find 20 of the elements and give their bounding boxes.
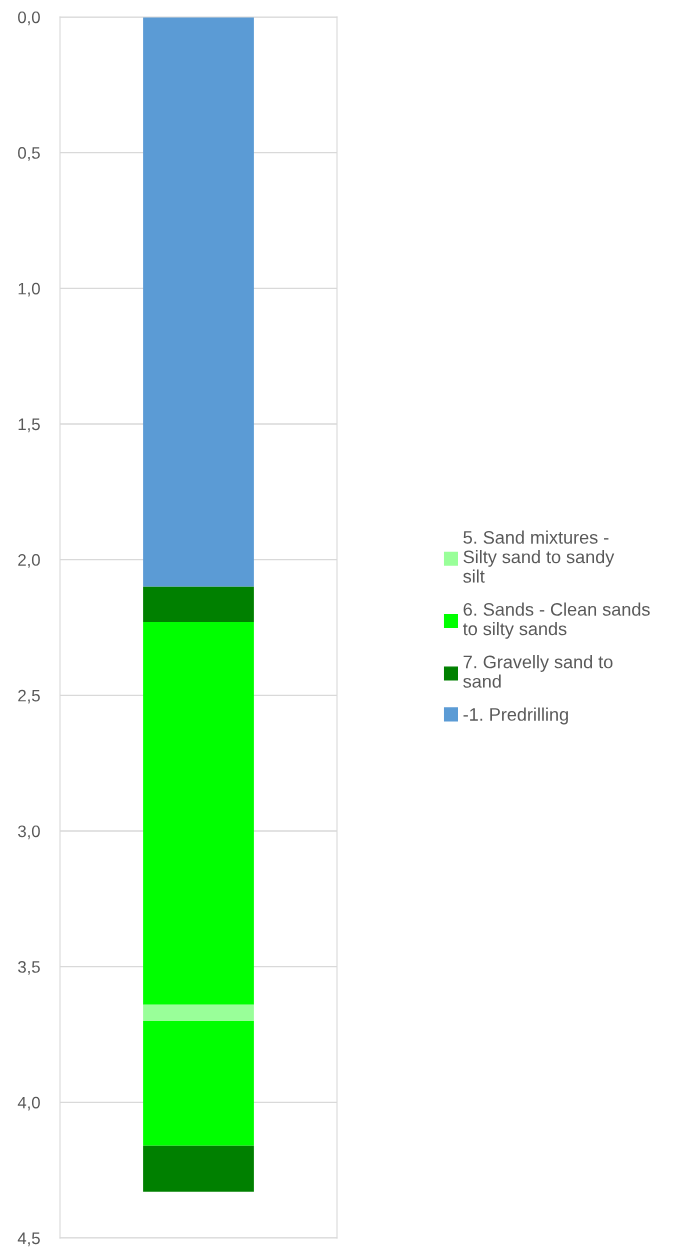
bar: [143, 622, 254, 1005]
y-tick-label: 0,5: [18, 147, 40, 161]
y-tick-label: 3,5: [18, 961, 40, 975]
bar: [143, 1004, 254, 1021]
legend-label: 6. Sands - Clean sands to silty sands: [462, 602, 650, 639]
y-tick-label: 0,0: [18, 11, 40, 26]
y-tick-label: 1,5: [18, 418, 40, 433]
y-tick-label: 4,5: [17, 1232, 40, 1247]
y-tick-label: 2,0: [18, 554, 40, 568]
y-tick-label: 2,5: [18, 689, 40, 704]
y-tick-label: 4,0: [17, 1096, 40, 1111]
bar: [143, 17, 254, 587]
bar: [143, 1020, 254, 1146]
y-tick-label: 1,0: [18, 282, 40, 297]
bar: [143, 586, 254, 623]
legend-label: 5. Sand mixtures - Silty sand to sandy silt: [463, 530, 615, 583]
y-tick-label: 3,0: [18, 825, 40, 840]
bar: [143, 1145, 254, 1192]
legend-label: -1. Predrilling: [463, 707, 568, 725]
legend-label: 7. Gravelly sand to sand: [463, 655, 613, 688]
